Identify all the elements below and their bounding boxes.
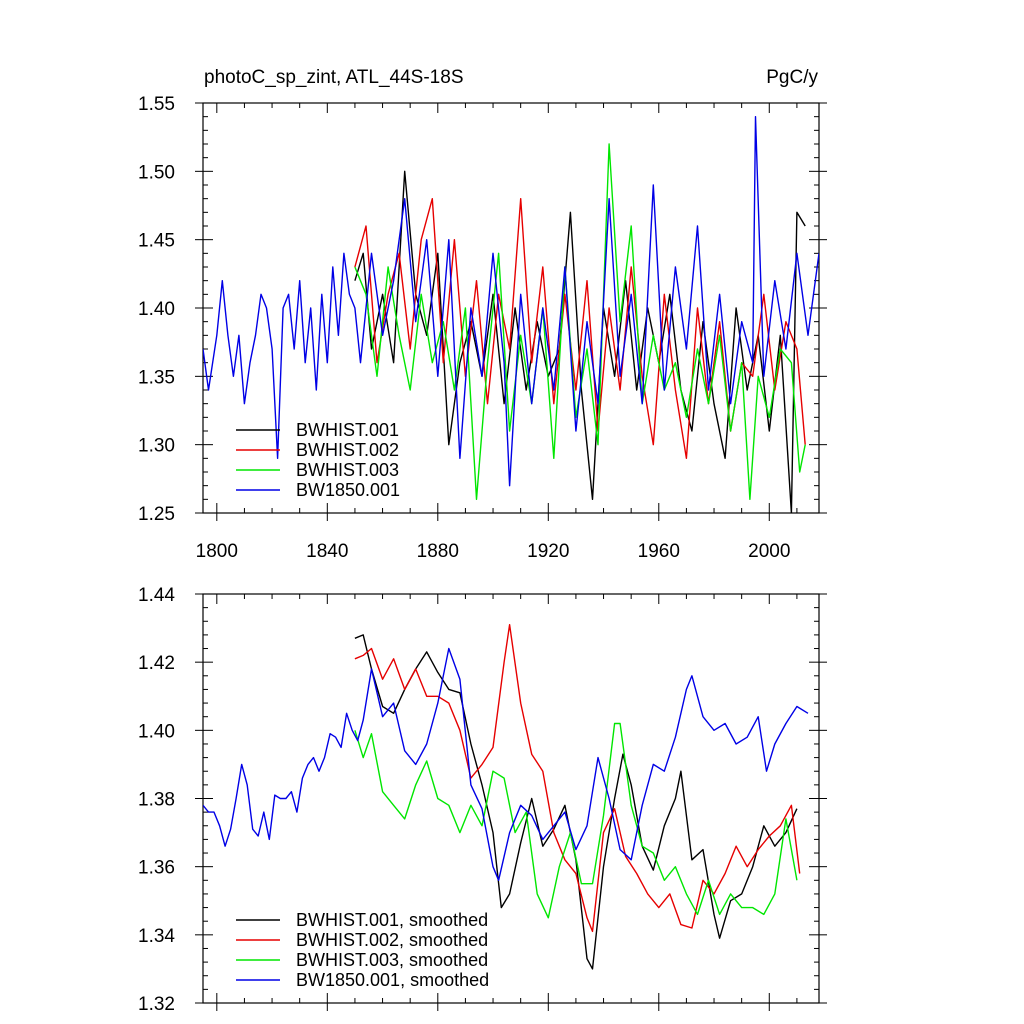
legend-label-1: BWHIST.001 xyxy=(296,420,399,440)
y-tick-label: 1.40 xyxy=(138,721,175,742)
y-tick-label: 1.35 xyxy=(138,367,175,388)
y-tick-label: 1.38 xyxy=(138,790,175,811)
legend-label-2: BWHIST.002 xyxy=(296,440,399,460)
y-tick-label: 1.40 xyxy=(138,299,175,320)
legend-label-4: BW1850.001, smoothed xyxy=(296,970,489,990)
panel-bottom: 1.32 1.34 1.36 1.38 1.40 1.42 1.44 BWHIST.001,… xyxy=(138,585,827,1015)
x-tick-label: 2000 xyxy=(748,541,790,562)
chart-title: photoC_sp_zint, ATL_44S-18S xyxy=(204,67,464,88)
x-tick-label: 1880 xyxy=(417,541,459,562)
panel-top: photoC_sp_zint, ATL_44S-18S PgC/y 1800 18… xyxy=(138,67,827,562)
series-line-2 xyxy=(354,198,806,459)
y-tick-label: 1.44 xyxy=(138,585,175,606)
chart-units: PgC/y xyxy=(766,67,818,88)
top-plot-area: 1800 1840 1880 1920 1960 2000 1.25 1.30 1.35 1.40… xyxy=(138,94,827,562)
series-line-1 xyxy=(354,170,806,513)
y-tick-label: 1.42 xyxy=(138,653,175,674)
series-line-1 xyxy=(354,634,798,970)
x-tick-label: 1840 xyxy=(306,541,348,562)
bottom-plot-area: 1.32 1.34 1.36 1.38 1.40 1.42 1.44 xyxy=(138,585,827,1015)
x-tick-label: 1920 xyxy=(527,541,569,562)
legend-label-4: BW1850.001 xyxy=(296,480,400,500)
legend-label-1: BWHIST.001, smoothed xyxy=(296,910,488,930)
y-tick-label: 1.34 xyxy=(138,926,175,947)
y-tick-label: 1.45 xyxy=(138,231,175,252)
series-line-2 xyxy=(354,624,801,933)
x-tick-label: 1800 xyxy=(196,541,238,562)
legend-label-2: BWHIST.002, smoothed xyxy=(296,930,488,950)
y-tick-label: 1.32 xyxy=(138,994,175,1015)
y-tick-label: 1.55 xyxy=(138,94,175,115)
series-line-4 xyxy=(203,647,809,881)
legend-label-3: BWHIST.003, smoothed xyxy=(296,950,488,970)
x-tick-label: 1960 xyxy=(638,541,680,562)
y-tick-label: 1.50 xyxy=(138,162,175,183)
series-line-3 xyxy=(354,143,806,500)
y-tick-label: 1.36 xyxy=(138,858,175,879)
series-line-4 xyxy=(203,116,819,487)
y-tick-label: 1.25 xyxy=(138,504,175,525)
y-tick-label: 1.30 xyxy=(138,436,175,457)
series-line-3 xyxy=(354,722,798,919)
legend-label-3: BWHIST.003 xyxy=(296,460,399,480)
